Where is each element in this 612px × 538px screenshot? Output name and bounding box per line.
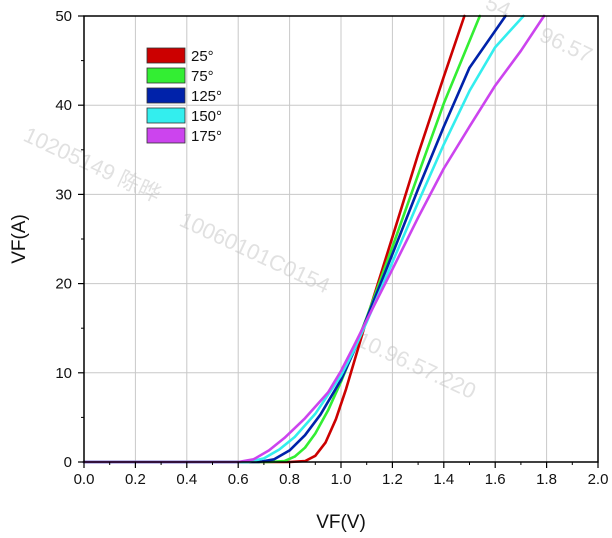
legend-label-1: 25° [191,48,214,65]
x-tick-label: 1.4 [433,471,454,488]
x-tick-label: 1.8 [536,471,557,488]
series-line-4 [82,14,525,464]
legend-swatch-5 [146,127,186,144]
y-tick-label: 10 [55,365,72,382]
y-tick-label: 30 [55,186,72,203]
series-line-1 [82,14,466,464]
x-tick-label: 0.0 [74,471,95,488]
y-axis-label: VF(A) [9,214,30,264]
y-tick-label: 40 [55,97,72,114]
x-tick-label: 2.0 [588,471,609,488]
y-tick-label: 50 [55,8,72,25]
series-layer [82,14,546,464]
legend-swatch-4 [146,107,186,124]
y-tick-label: 0 [64,454,72,471]
x-tick-label: 1.0 [331,471,352,488]
x-tick-label: 0.6 [228,471,249,488]
legend-swatch-3 [146,87,186,104]
legend-label-2: 75° [191,68,214,85]
series-line-2 [82,14,482,464]
legend-label-5: 175° [191,128,222,145]
legend-label-3: 125° [191,88,222,105]
y-tick-label: 20 [55,276,72,293]
axis-ticks [78,15,599,468]
x-tick-label: 0.2 [125,471,146,488]
x-axis-label: VF(V) [316,512,366,533]
x-tick-label: 0.4 [176,471,197,488]
x-tick-label: 1.2 [382,471,403,488]
legend-swatch-2 [146,67,186,84]
x-tick-label: 0.8 [279,471,300,488]
series-line-5 [82,14,546,464]
legend: 25° 75° 125° 150° 175° [146,47,222,145]
legend-label-4: 150° [191,108,222,125]
tick-labels: 0.0 0.2 0.4 0.6 0.8 1.0 1.2 1.4 1.6 1.8 2.0 0 10 20 30… [55,8,608,488]
x-tick-label: 1.6 [485,471,506,488]
legend-swatch-1 [146,47,186,64]
